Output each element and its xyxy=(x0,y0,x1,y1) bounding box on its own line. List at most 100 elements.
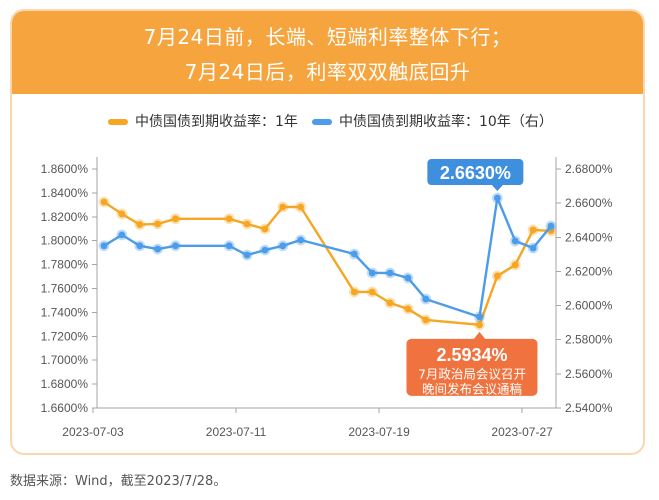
y-left-tick-label: 1.8200% xyxy=(41,210,89,224)
peak-callout: 2.6630% xyxy=(427,159,524,192)
series-1y-point-dot xyxy=(118,210,126,218)
x-tick-label: 2023-07-03 xyxy=(62,425,124,439)
series-1y-point xyxy=(474,319,485,331)
series-10y-point-dot xyxy=(386,269,394,277)
series-1y-point xyxy=(98,196,110,208)
legend-label-10y: 中债国债到期收益率：10年（右） xyxy=(339,113,553,130)
series-10y-point xyxy=(277,240,289,252)
y-right-tick-label: 2.5800% xyxy=(565,333,613,347)
series-1y-point-dot xyxy=(493,272,501,280)
series-1y-point-dot xyxy=(297,203,305,211)
chart-frame: 7月24日前，长端、短端利率整体下行； 7月24日后，利率双双触底回升 xyxy=(10,9,645,455)
series-10y-point-dot xyxy=(172,242,179,250)
y-left-tick-label: 1.7200% xyxy=(41,329,89,343)
axes: 1.8600% 1.8400% 1.8200% 1.8000% 1.7800% 1.760… xyxy=(41,157,613,439)
callout-note: 7月政治局会议召开 xyxy=(418,366,526,381)
series-10y-point-dot xyxy=(279,242,287,250)
series-10y-point xyxy=(366,267,378,279)
series-10y-point xyxy=(134,240,146,252)
y-left-tick-label: 1.7000% xyxy=(41,353,89,367)
series-10y-point-dot xyxy=(136,242,144,250)
callout-pointer xyxy=(491,184,504,192)
series-10y-point xyxy=(491,192,503,204)
series-1y-point xyxy=(223,213,235,225)
series-1y-point-dot xyxy=(511,261,519,269)
series-10y-point xyxy=(527,242,539,254)
y-right-tick-label: 2.6200% xyxy=(565,264,613,278)
y-right-tick-label: 2.5600% xyxy=(565,367,613,381)
callout-box xyxy=(427,159,524,186)
y-left-tick-label: 1.7800% xyxy=(41,258,89,272)
series-10y-point xyxy=(295,234,307,246)
series-10y-point-dot xyxy=(368,269,376,277)
series-10y-point-dot xyxy=(350,250,358,258)
y-left-tick-label: 1.8000% xyxy=(41,234,89,248)
series-10y-point-dot xyxy=(261,246,269,254)
series-1y-point-dot xyxy=(136,221,144,228)
series-1y-point-dot xyxy=(261,225,269,233)
y-left-tick-label: 1.6800% xyxy=(41,377,89,391)
series-10y-point xyxy=(348,248,360,260)
y-right-tick-label: 2.6600% xyxy=(565,196,613,210)
series-1y-point xyxy=(259,223,271,235)
series-10y-point-dot xyxy=(511,237,519,245)
series-1y-point xyxy=(295,201,307,213)
series-10y-point-dot xyxy=(476,313,483,321)
series-10y-point xyxy=(259,244,271,256)
series-10y-point xyxy=(152,243,164,255)
callout-note: 晚间发布会议通稿 xyxy=(422,381,522,396)
y-left-tick-label: 1.7600% xyxy=(41,282,89,296)
callout-value: 2.6630% xyxy=(440,163,511,183)
series-1y-point xyxy=(116,208,128,220)
series-1y-point xyxy=(277,201,289,213)
series-1y-point-dot xyxy=(476,321,483,329)
chart-title-line-1: 7月24日前，长端、短端利率整体下行； xyxy=(143,25,512,49)
x-tick-label: 2023-07-27 xyxy=(491,425,553,439)
legend-swatch-10y xyxy=(312,119,332,125)
series-10y-point-dot xyxy=(493,194,501,202)
series-1y-point-dot xyxy=(404,305,412,313)
series-1y-point-dot xyxy=(279,203,287,211)
series-1y-point-dot xyxy=(243,220,251,228)
series-10y-point xyxy=(420,293,432,305)
chart-header: 7月24日前，长端、短端利率整体下行； 7月24日后，利率双双触底回升 xyxy=(12,11,643,94)
callout-box xyxy=(406,338,538,396)
series-10y-point-dot xyxy=(154,245,162,253)
series-1y-point xyxy=(366,286,378,298)
series-10y-point xyxy=(474,311,485,323)
y-right-tick-label: 2.6000% xyxy=(565,299,613,313)
y-right-tick-label: 2.6800% xyxy=(565,162,613,176)
x-tick-label: 2023-07-19 xyxy=(348,425,410,439)
series-10y-point-dot xyxy=(297,236,305,244)
series-10y-point xyxy=(116,229,128,241)
y-right-tick-label: 2.6400% xyxy=(565,230,613,244)
series-10y-point-dot xyxy=(404,274,412,282)
chart-title-line-2: 7月24日后，利率双双触底回升 xyxy=(184,60,471,84)
series-1y-point-dot xyxy=(350,288,358,296)
series-10y-point-dot xyxy=(243,251,251,259)
series-10y-point xyxy=(402,272,414,284)
series-1y-point-dot xyxy=(422,316,430,324)
series-10y-point-dot xyxy=(422,295,430,303)
y-right-tick-label: 2.5400% xyxy=(565,401,613,415)
series-10y-point xyxy=(545,220,557,232)
series-1y-point xyxy=(152,218,164,230)
series-10y-point-dot xyxy=(225,242,233,250)
series-1y-point xyxy=(527,224,539,236)
series-layer xyxy=(98,192,557,331)
series-10y-point xyxy=(170,240,181,252)
series-1y-point-dot xyxy=(172,215,179,223)
series-10y-point xyxy=(223,240,235,252)
series-10y-point-dot xyxy=(100,242,108,250)
y-left-tick-label: 1.8400% xyxy=(41,186,89,200)
legend-swatch-1y xyxy=(108,119,128,125)
legend-label-1y: 中债国债到期收益率：1年 xyxy=(135,113,298,130)
series-1y-point-dot xyxy=(225,215,233,223)
x-tick-label: 2023-07-11 xyxy=(206,425,267,439)
y-left-tick-label: 1.8600% xyxy=(41,162,89,176)
series-1y-point xyxy=(241,218,253,230)
series-1y-point xyxy=(402,303,414,315)
